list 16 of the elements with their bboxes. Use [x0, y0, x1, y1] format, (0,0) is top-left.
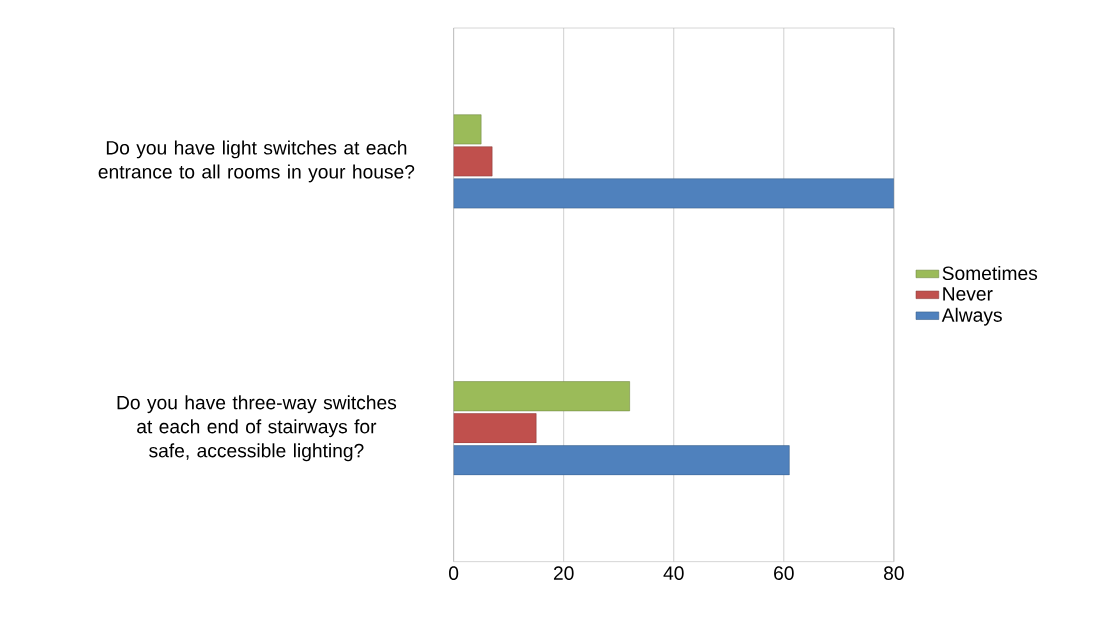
legend-label: Sometimes	[942, 266, 1038, 281]
x-tick-label: 60	[774, 566, 794, 581]
bar	[453, 381, 630, 412]
bar	[453, 178, 894, 209]
bar	[453, 413, 537, 444]
bar	[453, 445, 790, 476]
x-tick-label: 20	[553, 566, 574, 581]
bar	[453, 114, 482, 145]
y-tick-label: Do you have three-way switches at each end of stairways for safe, accessible lighting?	[117, 395, 397, 462]
x-tick-label: 0	[449, 566, 459, 581]
y-tick-label: Do you have light switches at each entrance to all rooms in your house?	[98, 140, 415, 183]
x-tick-label: 80	[884, 566, 904, 581]
x-tick-label: 40	[663, 566, 684, 581]
legend-label: Never	[943, 287, 993, 301]
legend-label: Always	[941, 307, 1002, 326]
bar	[453, 146, 493, 177]
